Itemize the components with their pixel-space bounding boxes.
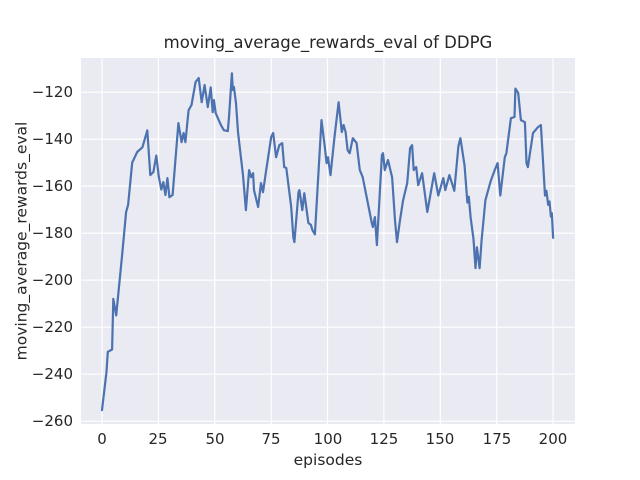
y-tick-label: −120 bbox=[31, 83, 73, 101]
y-tick-label: −200 bbox=[31, 271, 73, 289]
y-tick-label: −220 bbox=[31, 318, 73, 336]
x-tick-label: 25 bbox=[148, 430, 168, 448]
x-tick-label: 0 bbox=[97, 430, 107, 448]
line-chart-svg bbox=[81, 58, 575, 424]
y-tick-label: −160 bbox=[31, 177, 73, 195]
series-line bbox=[100, 72, 555, 412]
x-tick-label: 75 bbox=[261, 430, 281, 448]
x-tick-label: 100 bbox=[313, 430, 343, 448]
x-axis-label: episodes bbox=[293, 451, 363, 469]
y-tick-label: −140 bbox=[31, 130, 73, 148]
x-tick-label: 175 bbox=[482, 430, 512, 448]
chart-title: moving_average_rewards_eval of DDPG bbox=[163, 33, 493, 52]
plot-area bbox=[81, 58, 575, 424]
x-tick-label: 200 bbox=[538, 430, 568, 448]
y-tick-label: −180 bbox=[31, 224, 73, 242]
y-tick-label: −260 bbox=[31, 412, 73, 430]
y-tick-label: −240 bbox=[31, 365, 73, 383]
x-tick-label: 150 bbox=[425, 430, 455, 448]
x-tick-label: 125 bbox=[369, 430, 399, 448]
x-tick-label: 50 bbox=[205, 430, 225, 448]
